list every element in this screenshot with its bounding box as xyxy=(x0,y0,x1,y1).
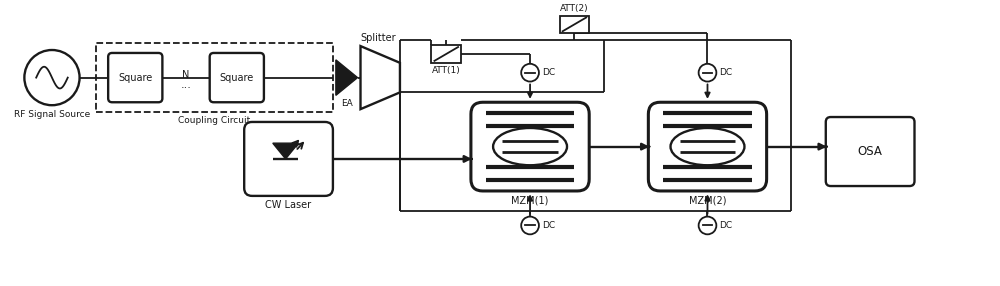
Text: Coupling Circuit: Coupling Circuit xyxy=(178,116,251,125)
Text: DC: DC xyxy=(542,221,555,230)
FancyBboxPatch shape xyxy=(210,53,264,102)
Ellipse shape xyxy=(671,128,744,165)
FancyBboxPatch shape xyxy=(244,122,333,196)
FancyBboxPatch shape xyxy=(108,53,162,102)
Text: MZM(2): MZM(2) xyxy=(689,196,726,206)
Circle shape xyxy=(699,217,716,234)
Text: Splitter: Splitter xyxy=(360,33,396,43)
Text: DC: DC xyxy=(542,68,555,77)
FancyBboxPatch shape xyxy=(648,102,767,191)
Text: Square: Square xyxy=(220,73,254,83)
Text: EA: EA xyxy=(341,99,353,108)
Polygon shape xyxy=(336,60,358,95)
Text: MZM(1): MZM(1) xyxy=(511,196,549,206)
Text: RF Signal Source: RF Signal Source xyxy=(14,110,90,119)
Text: N: N xyxy=(182,70,190,80)
Polygon shape xyxy=(273,143,298,159)
Circle shape xyxy=(699,64,716,82)
Circle shape xyxy=(24,50,80,105)
Polygon shape xyxy=(361,46,400,109)
Circle shape xyxy=(521,64,539,82)
Ellipse shape xyxy=(493,128,567,165)
Text: ATT(1): ATT(1) xyxy=(432,66,461,75)
Text: DC: DC xyxy=(719,221,732,230)
Bar xyxy=(431,45,461,63)
Text: OSA: OSA xyxy=(858,145,883,158)
FancyBboxPatch shape xyxy=(471,102,589,191)
Text: DC: DC xyxy=(719,68,732,77)
FancyBboxPatch shape xyxy=(826,117,914,186)
Bar xyxy=(560,15,589,33)
Text: Square: Square xyxy=(118,73,152,83)
Text: ...: ... xyxy=(181,80,191,90)
Text: ATT(2): ATT(2) xyxy=(560,3,589,13)
Circle shape xyxy=(521,217,539,234)
Text: CW Laser: CW Laser xyxy=(265,200,312,210)
